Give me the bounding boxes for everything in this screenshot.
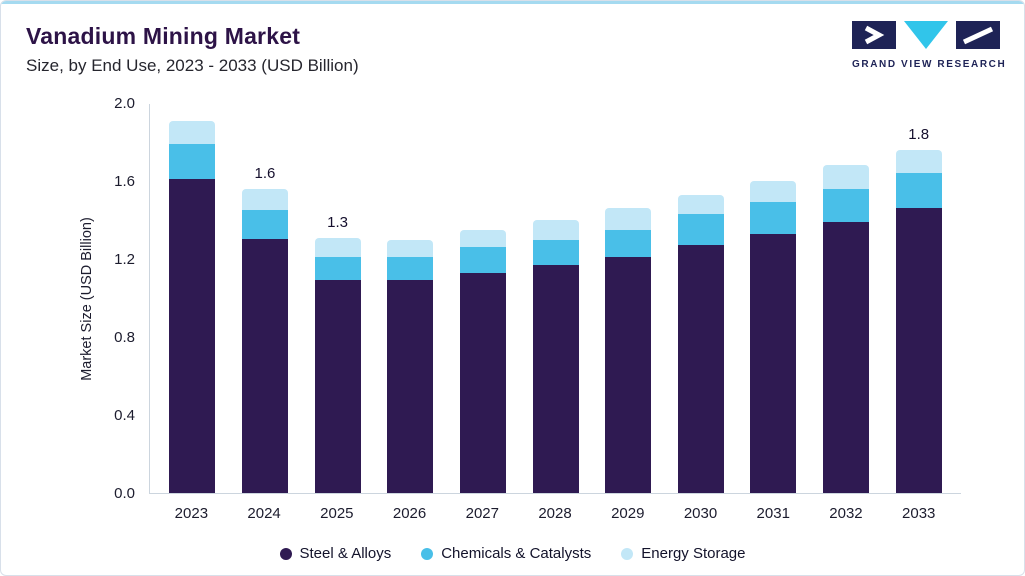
bar-stack bbox=[532, 220, 579, 493]
legend-label: Energy Storage bbox=[641, 545, 746, 562]
bar-segment-energy-storage bbox=[314, 237, 361, 257]
bar-stack bbox=[895, 149, 942, 493]
bar-segment-energy-storage bbox=[387, 239, 434, 258]
bar-segment-energy-storage bbox=[895, 149, 942, 174]
bar-segment-steel-alloys bbox=[387, 280, 434, 493]
legend-dot-chemicals-catalysts bbox=[421, 547, 434, 560]
bar-column bbox=[810, 104, 883, 493]
x-tick-label: 2031 bbox=[756, 505, 790, 522]
bar-stack bbox=[314, 237, 361, 494]
bar-segment-chemicals-catalysts bbox=[314, 257, 361, 281]
x-tick-label: 2024 bbox=[247, 505, 281, 522]
gvr-logo-icon bbox=[852, 21, 1000, 49]
bar-segment-steel-alloys bbox=[750, 233, 797, 493]
x-tick-label: 2028 bbox=[538, 505, 572, 522]
bar-column bbox=[519, 104, 592, 493]
x-tick-label: 2032 bbox=[829, 505, 863, 522]
y-tick-label: 0.0 bbox=[114, 485, 135, 502]
bar-segment-chemicals-catalysts bbox=[532, 239, 579, 265]
x-tick-label: 2025 bbox=[320, 505, 354, 522]
x-tick-label: 2030 bbox=[683, 505, 718, 522]
bar-column bbox=[156, 104, 229, 493]
bar-segment-energy-storage bbox=[459, 229, 506, 248]
legend-dot-steel-alloys bbox=[279, 547, 292, 560]
bar-column bbox=[664, 104, 737, 493]
y-tick-label: 0.8 bbox=[114, 329, 135, 346]
bar-segment-steel-alloys bbox=[532, 264, 579, 493]
x-tick-label: 2029 bbox=[611, 505, 645, 522]
x-tick-label: 2026 bbox=[392, 505, 427, 522]
bar-stack bbox=[823, 165, 870, 493]
bar-segment-energy-storage bbox=[823, 165, 870, 189]
bar-value-label: 1.8 bbox=[908, 125, 930, 143]
bar-segment-energy-storage bbox=[532, 220, 579, 240]
bar-segment-steel-alloys bbox=[895, 208, 942, 493]
bar-segment-steel-alloys bbox=[605, 257, 652, 493]
bar-column: 1.6 bbox=[229, 104, 302, 493]
y-tick-label: 2.0 bbox=[114, 95, 135, 112]
bar-segment-chemicals-catalysts bbox=[241, 210, 288, 240]
bar-segment-steel-alloys bbox=[169, 178, 216, 493]
x-tick-label: 2033 bbox=[902, 505, 936, 522]
bar-segment-chemicals-catalysts bbox=[169, 143, 216, 179]
plot-area: 1.6 1.3 1.8 bbox=[149, 104, 961, 494]
bar-stack bbox=[169, 120, 216, 494]
bar-segment-steel-alloys bbox=[241, 239, 288, 493]
bar-column bbox=[374, 104, 447, 493]
chart-legend: Steel & Alloys Chemicals & Catalysts Energ… bbox=[1, 545, 1024, 562]
y-tick-label: 1.2 bbox=[114, 251, 135, 268]
bar-segment-energy-storage bbox=[605, 208, 652, 230]
bar-column bbox=[447, 104, 520, 493]
x-tick-label: 2027 bbox=[465, 505, 499, 522]
bar-value-label: 1.6 bbox=[254, 164, 276, 182]
bar-segment-chemicals-catalysts bbox=[459, 247, 506, 273]
bar-stack bbox=[677, 194, 724, 493]
bar-stack bbox=[605, 208, 652, 493]
bar-segment-energy-storage bbox=[169, 120, 216, 144]
gvr-logo: GRAND VIEW RESEARCH bbox=[852, 21, 1007, 70]
bar-segment-steel-alloys bbox=[314, 280, 361, 493]
legend-dot-energy-storage bbox=[621, 547, 634, 560]
y-tick-label: 0.4 bbox=[114, 407, 135, 424]
bar-segment-chemicals-catalysts bbox=[895, 173, 942, 209]
bar-segment-steel-alloys bbox=[677, 245, 724, 493]
bar-stack bbox=[459, 229, 506, 493]
legend-item-chemicals-catalysts: Chemicals & Catalysts bbox=[421, 545, 591, 562]
y-tick-label: 1.6 bbox=[114, 173, 135, 190]
bar-segment-chemicals-catalysts bbox=[387, 257, 434, 281]
bar-stack bbox=[241, 188, 288, 493]
bar-column: 1.8 bbox=[882, 104, 955, 493]
bar-value-label: 1.3 bbox=[327, 213, 349, 231]
chart-subtitle: Size, by End Use, 2023 - 2033 (USD Billi… bbox=[26, 56, 359, 75]
bar-stack bbox=[387, 239, 434, 494]
bar-column bbox=[737, 104, 810, 493]
gvr-logo-text: GRAND VIEW RESEARCH bbox=[852, 59, 1007, 70]
bar-segment-energy-storage bbox=[750, 181, 797, 203]
x-axis-labels: 2023 2024 2025 2026 2027 2028 2029 2030 2031 2032… bbox=[149, 505, 961, 522]
bar-segment-chemicals-catalysts bbox=[750, 202, 797, 234]
bar-column bbox=[592, 104, 665, 493]
bar-segment-energy-storage bbox=[241, 188, 288, 211]
legend-label: Chemicals & Catalysts bbox=[441, 545, 592, 562]
bar-column: 1.3 bbox=[301, 104, 374, 493]
bar-segment-steel-alloys bbox=[823, 221, 870, 493]
y-axis-ticks: 0.0 0.4 0.8 1.2 1.6 2.0 bbox=[1, 95, 149, 502]
legend-label: Steel & Alloys bbox=[299, 545, 392, 562]
page-title: Vanadium Mining Market bbox=[26, 23, 301, 49]
bar-segment-energy-storage bbox=[677, 194, 724, 215]
legend-item-steel-alloys: Steel & Alloys bbox=[279, 545, 392, 562]
bar-segment-steel-alloys bbox=[459, 272, 506, 493]
x-tick-label: 2023 bbox=[174, 505, 209, 522]
legend-item-energy-storage: Energy Storage bbox=[621, 545, 746, 562]
bar-segment-chemicals-catalysts bbox=[677, 214, 724, 246]
bar-segment-chemicals-catalysts bbox=[605, 229, 652, 258]
bar-stack bbox=[750, 181, 797, 493]
top-accent-bar bbox=[1, 1, 1024, 4]
bar-segment-chemicals-catalysts bbox=[823, 188, 870, 222]
